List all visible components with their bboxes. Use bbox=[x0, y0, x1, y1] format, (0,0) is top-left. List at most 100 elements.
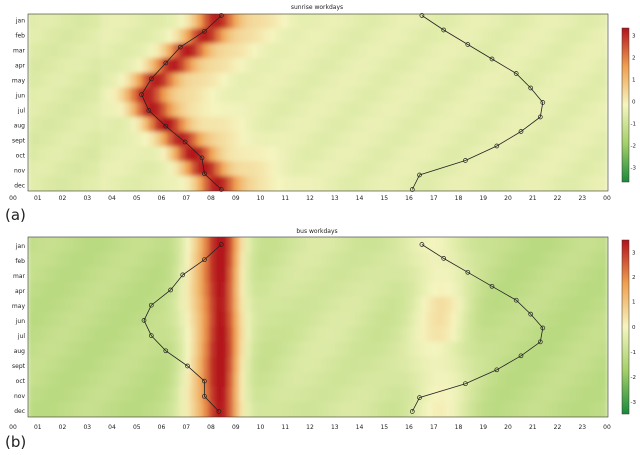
heatmap-cell bbox=[317, 190, 325, 191]
heatmap-cell bbox=[269, 146, 277, 162]
heatmap-cell bbox=[202, 371, 210, 388]
heatmap-cell bbox=[335, 14, 343, 30]
heatmap-cell bbox=[323, 146, 331, 162]
heatmap-cell bbox=[589, 281, 597, 298]
heatmap-cell bbox=[511, 102, 518, 118]
series-point bbox=[518, 129, 524, 134]
heatmap-cell bbox=[462, 326, 470, 343]
heatmap-cell bbox=[130, 251, 138, 268]
heatmap-cell bbox=[577, 102, 585, 118]
heatmap-cell bbox=[390, 416, 397, 417]
heatmap-cell bbox=[299, 43, 307, 59]
heatmap-cell bbox=[154, 266, 162, 283]
heatmap-cell bbox=[160, 14, 168, 15]
series-point bbox=[518, 353, 524, 359]
heatmap-cell bbox=[595, 341, 603, 358]
heatmap-cell bbox=[172, 14, 180, 30]
heatmap-cell bbox=[160, 43, 168, 59]
heatmap-cell bbox=[88, 266, 95, 283]
series-point bbox=[218, 187, 224, 192]
heatmap-cell bbox=[148, 356, 156, 373]
heatmap-cell bbox=[372, 43, 379, 59]
heatmap-cell bbox=[88, 57, 95, 74]
heatmap-cell bbox=[239, 311, 246, 328]
heatmap-cell bbox=[45, 416, 53, 417]
heatmap-cell bbox=[154, 87, 162, 103]
heatmap-cell bbox=[498, 266, 506, 283]
heatmap-cell bbox=[474, 87, 482, 103]
heatmap-cell bbox=[299, 116, 307, 133]
heatmap-cell bbox=[498, 43, 506, 59]
heatmap-cell bbox=[94, 161, 101, 177]
heatmap-cell bbox=[408, 14, 415, 30]
heatmap-cell bbox=[517, 87, 524, 103]
heatmap-cell bbox=[45, 146, 53, 162]
heatmap-cell bbox=[251, 14, 258, 30]
heatmap-cell bbox=[396, 237, 403, 253]
heatmap-cell bbox=[208, 266, 216, 283]
heatmap-cell bbox=[33, 175, 41, 191]
heatmap-cell bbox=[438, 72, 446, 89]
heatmap-cell bbox=[329, 131, 337, 148]
heatmap-cell bbox=[281, 266, 289, 283]
heatmap-cell bbox=[257, 43, 264, 59]
heatmap-cell bbox=[486, 281, 494, 298]
heatmap-cell bbox=[245, 146, 252, 162]
heatmap-cell bbox=[390, 326, 397, 343]
heatmap-cell bbox=[480, 401, 488, 417]
series-point bbox=[441, 27, 447, 33]
heatmap-cell bbox=[257, 266, 264, 283]
heatmap-cell bbox=[589, 401, 597, 417]
heatmap-cell bbox=[45, 57, 53, 74]
heatmap-cell bbox=[172, 341, 180, 358]
heatmap-cell bbox=[323, 281, 331, 298]
heatmap-cell bbox=[202, 14, 210, 30]
heatmap-cell bbox=[136, 386, 144, 403]
heatmap-cell bbox=[112, 146, 119, 162]
heatmap-cell bbox=[408, 296, 415, 313]
heatmap-cell bbox=[408, 326, 415, 343]
panel-b-x-tick: 22 bbox=[554, 424, 562, 431]
heatmap-cell bbox=[311, 251, 319, 268]
heatmap-cell bbox=[577, 311, 585, 328]
heatmap-cell bbox=[178, 326, 186, 343]
heatmap-cell bbox=[353, 43, 361, 59]
heatmap-cell bbox=[51, 386, 59, 403]
heatmap-cell bbox=[432, 326, 440, 343]
heatmap-cell bbox=[474, 237, 482, 238]
heatmap-cell bbox=[33, 356, 41, 373]
heatmap-cell bbox=[347, 281, 355, 298]
heatmap-cell bbox=[190, 72, 198, 89]
heatmap-cell bbox=[305, 146, 313, 162]
heatmap-cell bbox=[82, 311, 89, 328]
heatmap-cell bbox=[28, 72, 35, 89]
heatmap-cell bbox=[76, 175, 83, 191]
heatmap-cell bbox=[112, 102, 119, 118]
heatmap-cell bbox=[190, 266, 198, 283]
heatmap-cell bbox=[124, 87, 132, 103]
heatmap-cell bbox=[305, 102, 313, 118]
heatmap-cell bbox=[432, 28, 440, 44]
heatmap-cell bbox=[269, 116, 277, 133]
heatmap-cell bbox=[517, 43, 524, 59]
heatmap-cell bbox=[166, 190, 174, 191]
heatmap-cell bbox=[583, 146, 591, 162]
heatmap-cell bbox=[450, 72, 458, 89]
heatmap-cell bbox=[420, 57, 428, 74]
heatmap-cell bbox=[69, 416, 77, 417]
heatmap-cell bbox=[504, 102, 512, 118]
heatmap-cell bbox=[51, 28, 59, 44]
heatmap-cell bbox=[221, 131, 228, 148]
heatmap-cell bbox=[239, 356, 246, 373]
heatmap-cell bbox=[160, 237, 168, 253]
heatmap-cell bbox=[511, 416, 518, 417]
heatmap-cell bbox=[529, 116, 536, 133]
heatmap-cell bbox=[88, 237, 95, 253]
heatmap-cell bbox=[559, 102, 567, 118]
heatmap-cell bbox=[511, 371, 518, 388]
heatmap-cell bbox=[275, 386, 283, 403]
heatmap-cell bbox=[88, 116, 95, 133]
heatmap-cell bbox=[245, 386, 252, 403]
heatmap-cell bbox=[480, 72, 488, 89]
heatmap-cell bbox=[492, 175, 500, 191]
